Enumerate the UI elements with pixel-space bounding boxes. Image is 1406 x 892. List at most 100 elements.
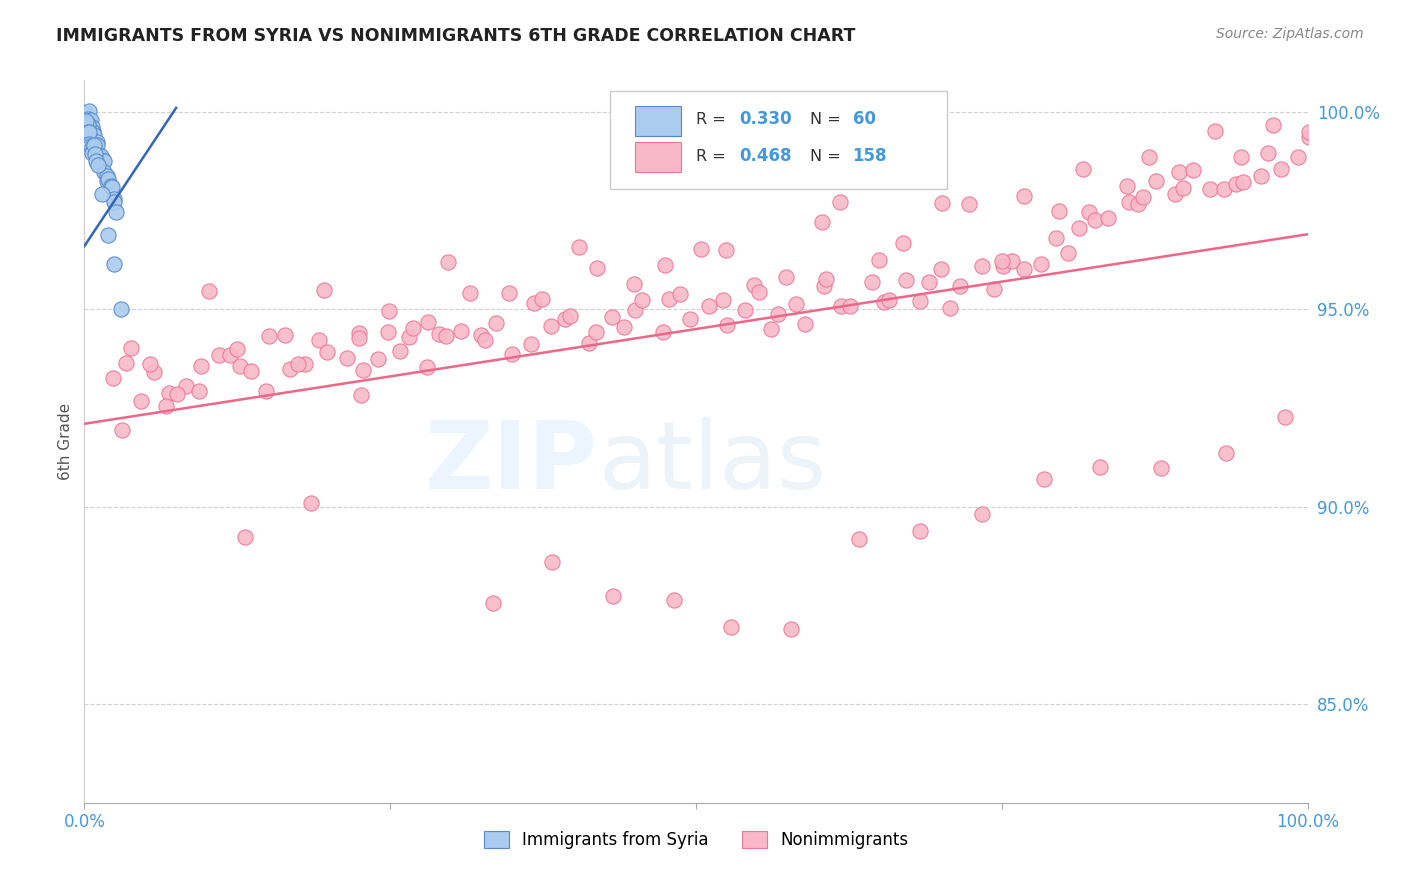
Point <box>1171 181 1194 195</box>
Point <box>377 304 399 318</box>
Point <box>1137 150 1160 164</box>
Text: IMMIGRANTS FROM SYRIA VS NONIMMIGRANTS 6TH GRADE CORRELATION CHART: IMMIGRANTS FROM SYRIA VS NONIMMIGRANTS 6… <box>56 27 856 45</box>
Point <box>519 337 541 351</box>
Text: N =: N = <box>810 149 845 163</box>
Point <box>77 112 100 127</box>
Point <box>1215 446 1237 460</box>
Point <box>1031 257 1053 271</box>
Point <box>75 119 97 133</box>
Point <box>84 147 107 161</box>
Point <box>908 524 931 538</box>
Text: 0.330: 0.330 <box>738 111 792 128</box>
Point <box>90 148 112 162</box>
Point <box>813 279 835 293</box>
Point <box>174 378 197 392</box>
Point <box>427 326 450 341</box>
Point <box>697 299 720 313</box>
Point <box>554 311 576 326</box>
Point <box>938 301 960 315</box>
Point <box>76 106 98 120</box>
Point <box>1078 205 1101 219</box>
Point <box>299 496 322 510</box>
Point <box>166 386 188 401</box>
Point <box>233 530 256 544</box>
Point <box>80 123 103 137</box>
Point <box>1263 119 1285 133</box>
Point <box>96 174 118 188</box>
Point <box>1132 190 1154 204</box>
Point <box>79 120 101 135</box>
Point <box>624 303 647 318</box>
Point <box>82 125 104 139</box>
Point <box>336 351 359 365</box>
Point <box>90 151 112 165</box>
Point <box>1225 177 1247 191</box>
Point <box>541 555 564 569</box>
Point <box>1274 410 1296 425</box>
Point <box>1182 163 1205 178</box>
Point <box>586 260 609 275</box>
Point <box>347 330 370 344</box>
Point <box>839 299 862 313</box>
Point <box>811 215 834 229</box>
Point <box>73 124 96 138</box>
Point <box>669 286 692 301</box>
Point <box>83 128 105 143</box>
Point <box>79 124 101 138</box>
Point <box>103 195 125 210</box>
Point <box>734 302 756 317</box>
Point <box>1250 169 1272 183</box>
Point <box>229 359 252 373</box>
Point <box>679 312 702 326</box>
Point <box>418 315 440 329</box>
Point <box>1126 197 1149 211</box>
Point <box>93 164 115 178</box>
Point <box>82 145 104 160</box>
Point <box>79 139 101 153</box>
Point <box>1229 151 1251 165</box>
Point <box>860 275 883 289</box>
Point <box>957 197 980 211</box>
Point <box>531 292 554 306</box>
Point <box>450 324 472 338</box>
Point <box>501 347 523 361</box>
Text: R =: R = <box>696 149 731 163</box>
Point <box>972 259 994 273</box>
Point <box>1056 246 1078 260</box>
Text: ZIP: ZIP <box>425 417 598 509</box>
Point <box>949 278 972 293</box>
Point <box>1150 461 1173 475</box>
Bar <box>636 105 682 136</box>
Point <box>287 358 309 372</box>
FancyBboxPatch shape <box>610 91 946 189</box>
Point <box>1115 179 1137 194</box>
Point <box>402 321 425 335</box>
Point <box>815 272 838 286</box>
Point <box>257 329 280 343</box>
Point <box>523 295 546 310</box>
Y-axis label: 6th Grade: 6th Grade <box>58 403 73 480</box>
Point <box>76 120 98 135</box>
Point <box>894 273 917 287</box>
Point <box>155 399 177 413</box>
Point <box>481 595 503 609</box>
Point <box>312 283 335 297</box>
Point <box>82 125 104 139</box>
Point <box>1067 220 1090 235</box>
Point <box>830 299 852 313</box>
Point <box>830 194 852 209</box>
Point <box>87 151 110 165</box>
Point <box>82 120 104 134</box>
Point <box>219 349 242 363</box>
Point <box>1232 175 1254 189</box>
Point <box>970 507 993 521</box>
Point <box>86 158 108 172</box>
Point <box>1257 146 1279 161</box>
Point <box>187 384 209 398</box>
Point <box>748 285 770 299</box>
Text: atlas: atlas <box>598 417 827 509</box>
Point <box>742 278 765 293</box>
Point <box>1073 161 1095 176</box>
Point <box>82 132 104 146</box>
Point <box>352 363 374 377</box>
